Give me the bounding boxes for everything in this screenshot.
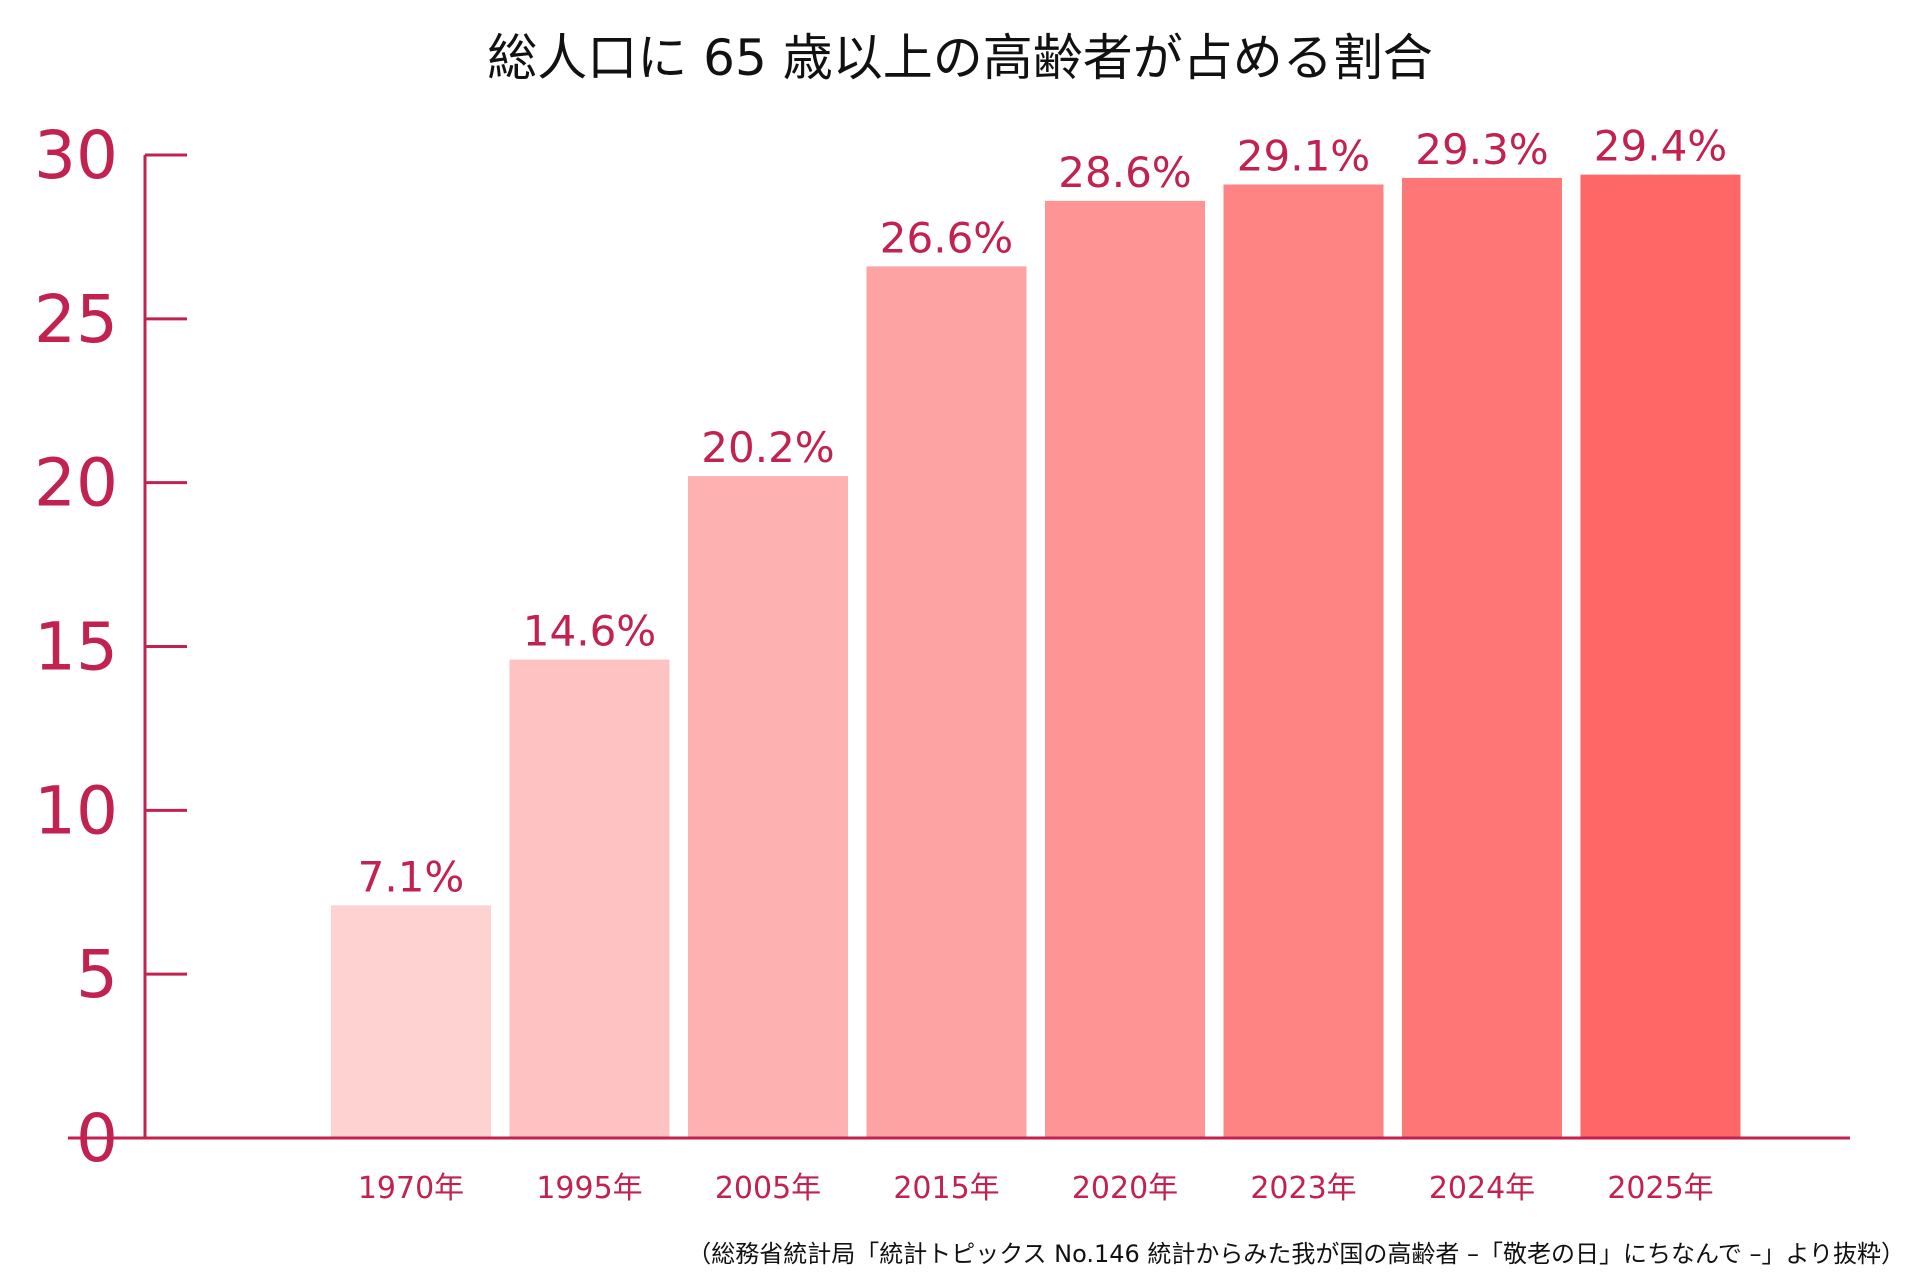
x-axis: 1970年 1995年 2005年 2015年 2020年 2023年 2024年 2025年 — [68, 1136, 1850, 1206]
x-tick-label: 1970年 — [358, 1171, 464, 1206]
y-tick-label: 15 — [34, 609, 118, 686]
bar — [1402, 177, 1562, 1139]
y-tick-label: 5 — [76, 936, 118, 1013]
bar — [1045, 200, 1205, 1138]
y-tick-label: 10 — [34, 772, 118, 849]
data-label: 29.3% — [1415, 125, 1548, 174]
y-tick-label: 20 — [34, 445, 118, 522]
x-tick-label: 2020年 — [1072, 1171, 1178, 1206]
x-tick-label: 2025年 — [1607, 1171, 1713, 1206]
bar — [1223, 184, 1384, 1139]
x-tick-label: 2015年 — [893, 1171, 999, 1206]
chart-title: 総人口に 65 歳以上の高齢者が占める割合 — [487, 29, 1432, 87]
source-note: （総務省統計局「統計トピックス No.146 統計からみた我が国の高齢者 –「敬… — [687, 1240, 1905, 1268]
data-label: 7.1% — [358, 852, 465, 901]
bar — [866, 266, 1027, 1138]
data-label: 29.4% — [1594, 122, 1727, 171]
bar — [1580, 174, 1741, 1138]
y-tick-label: 25 — [34, 281, 118, 358]
bar — [509, 659, 670, 1138]
data-label: 14.6% — [523, 607, 656, 656]
x-tick-label: 1995年 — [536, 1171, 642, 1206]
x-tick-label: 2023年 — [1250, 1171, 1356, 1206]
data-label: 20.2% — [701, 423, 834, 472]
y-tick-label: 30 — [34, 117, 118, 194]
bar — [688, 476, 848, 1138]
data-label: 29.1% — [1237, 131, 1370, 180]
x-tick-label: 2005年 — [715, 1171, 821, 1206]
bar — [331, 905, 491, 1138]
x-tick-label: 2024年 — [1429, 1171, 1535, 1206]
data-label: 26.6% — [880, 213, 1013, 262]
bars-group: 7.1% 14.6% 20.2% 26.6% 28.6% 29.1% 29.3% 29.4% — [331, 122, 1741, 1139]
data-label: 28.6% — [1058, 148, 1191, 197]
